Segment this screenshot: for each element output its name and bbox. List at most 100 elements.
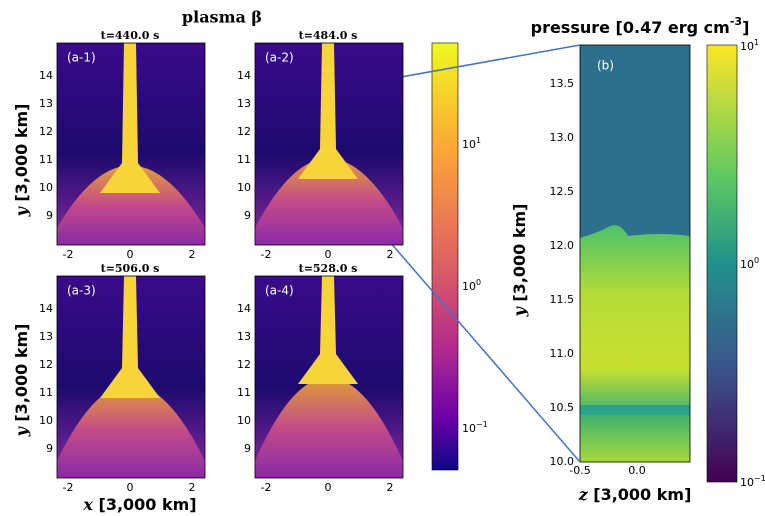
panel-time: t=528.0 s xyxy=(299,262,358,275)
panel-b-frame xyxy=(579,44,691,463)
power-exp: −1 xyxy=(754,474,765,483)
x-tick-label: 0 xyxy=(127,248,134,261)
y-tick-label: 11.5 xyxy=(550,293,575,306)
x-tick-label: 0 xyxy=(325,481,332,494)
y-tick-label: 9 xyxy=(46,209,53,222)
panel-jet xyxy=(100,43,160,193)
axis-label: z [3,000 km] xyxy=(578,485,692,504)
colorbar-tick-label: 100 xyxy=(740,256,759,272)
panel-time: t=484.0 s xyxy=(299,29,358,42)
panel-jet xyxy=(100,276,160,398)
x-tick-label: 0 xyxy=(127,481,134,494)
axis-unit: [3,000 km] xyxy=(510,204,529,302)
x-tick-label: 2 xyxy=(189,248,196,261)
axis-unit: [3,000 km] xyxy=(12,324,31,422)
power-base: 10 xyxy=(740,476,754,489)
x-tick-label: -2 xyxy=(261,248,272,261)
y-tick-label: 13 xyxy=(237,97,251,110)
colorbar-tick-label: 100 xyxy=(462,278,481,294)
panel-frame xyxy=(56,275,206,479)
panel-label: (b) xyxy=(597,59,614,73)
panel-dome xyxy=(255,158,403,245)
axis-var: y xyxy=(12,426,31,438)
y-tick-label: 11 xyxy=(237,386,251,399)
axis-var: z xyxy=(578,485,589,504)
panel-b-title: pressure [0.47 erg cm-3] xyxy=(531,15,750,37)
axis-unit: [3,000 km] xyxy=(99,495,197,514)
y-tick-label: 10 xyxy=(39,181,53,194)
y-tick-label: 12.0 xyxy=(550,239,575,252)
y-tick-label: 11 xyxy=(39,153,53,166)
title-exp: -3 xyxy=(730,15,742,28)
title-end: ] xyxy=(742,18,749,37)
colorbar-tick-label: 10−1 xyxy=(462,420,488,436)
figure-title: plasma β xyxy=(182,8,262,27)
y-tick-label: 14 xyxy=(237,302,251,315)
panel-frame xyxy=(254,275,404,479)
panel-b-fill xyxy=(580,225,690,462)
colorbar-a xyxy=(431,42,459,471)
y-tick-label: 13 xyxy=(39,330,53,343)
y-tick-label: 9 xyxy=(46,442,53,455)
y-tick-label: 14 xyxy=(39,69,53,82)
y-tick-label: 11.0 xyxy=(550,347,575,360)
x-tick-label: -0.5 xyxy=(569,464,590,477)
power-exp: −1 xyxy=(476,420,488,429)
title-main: pressure [0.47 erg cm xyxy=(531,18,730,37)
colorbar-tick-label: 101 xyxy=(462,136,481,152)
y-tick-label: 12 xyxy=(39,125,53,138)
colorbar-tick-label: 10−1 xyxy=(740,474,765,490)
panel-dome xyxy=(255,377,403,478)
x-tick-label: -2 xyxy=(63,248,74,261)
panel-frame xyxy=(254,42,404,246)
y-tick-label: 13 xyxy=(39,97,53,110)
y-tick-label: 12 xyxy=(237,358,251,371)
power-base: 10 xyxy=(462,280,476,293)
y-tick-label: 13.5 xyxy=(550,77,575,90)
y-tick-label: 14 xyxy=(39,302,53,315)
panel-a xyxy=(254,275,404,479)
panel-time: t=506.0 s xyxy=(101,262,160,275)
colorbar-b xyxy=(706,44,738,483)
panel-a xyxy=(56,42,206,246)
panel-a xyxy=(56,275,206,479)
y-tick-label: 10.0 xyxy=(550,455,575,468)
axis-label: y [3,000 km] xyxy=(12,324,31,438)
y-tick-label: 10 xyxy=(237,414,251,427)
axis-label: y [3,000 km] xyxy=(12,104,31,218)
x-tick-label: -2 xyxy=(63,481,74,494)
power-exp: 1 xyxy=(476,136,481,145)
y-tick-label: 9 xyxy=(244,442,251,455)
y-tick-label: 13.0 xyxy=(550,131,575,144)
panel-time: t=440.0 s xyxy=(101,29,160,42)
x-tick-label: 2 xyxy=(387,481,394,494)
y-tick-label: 12 xyxy=(237,125,251,138)
power-base: 10 xyxy=(462,422,476,435)
panel-dome xyxy=(57,384,205,478)
power-exp: 0 xyxy=(754,256,759,265)
y-tick-label: 11 xyxy=(237,153,251,166)
axis-label: y [3,000 km] xyxy=(510,204,529,318)
panel-dome xyxy=(57,165,205,245)
axis-unit: [3,000 km] xyxy=(593,485,691,504)
x-tick-label: -2 xyxy=(261,481,272,494)
panel-label: (a-3) xyxy=(67,284,96,298)
colorbar-tick-label: 101 xyxy=(740,38,759,54)
x-tick-label: 0.0 xyxy=(628,464,646,477)
power-exp: 0 xyxy=(476,278,481,287)
axis-unit: [3,000 km] xyxy=(12,104,31,202)
axis-var: y xyxy=(12,206,31,218)
y-tick-label: 10.5 xyxy=(550,401,575,414)
y-tick-label: 12 xyxy=(39,358,53,371)
panel-b-band xyxy=(580,405,690,415)
panel-label: (a-2) xyxy=(265,51,294,65)
y-tick-label: 10 xyxy=(237,181,251,194)
power-base: 10 xyxy=(740,258,754,271)
power-base: 10 xyxy=(740,40,754,53)
y-tick-label: 11 xyxy=(39,386,53,399)
power-exp: 1 xyxy=(754,38,759,47)
power-base: 10 xyxy=(462,138,476,151)
panel-a xyxy=(254,42,404,246)
x-tick-label: 2 xyxy=(387,248,394,261)
